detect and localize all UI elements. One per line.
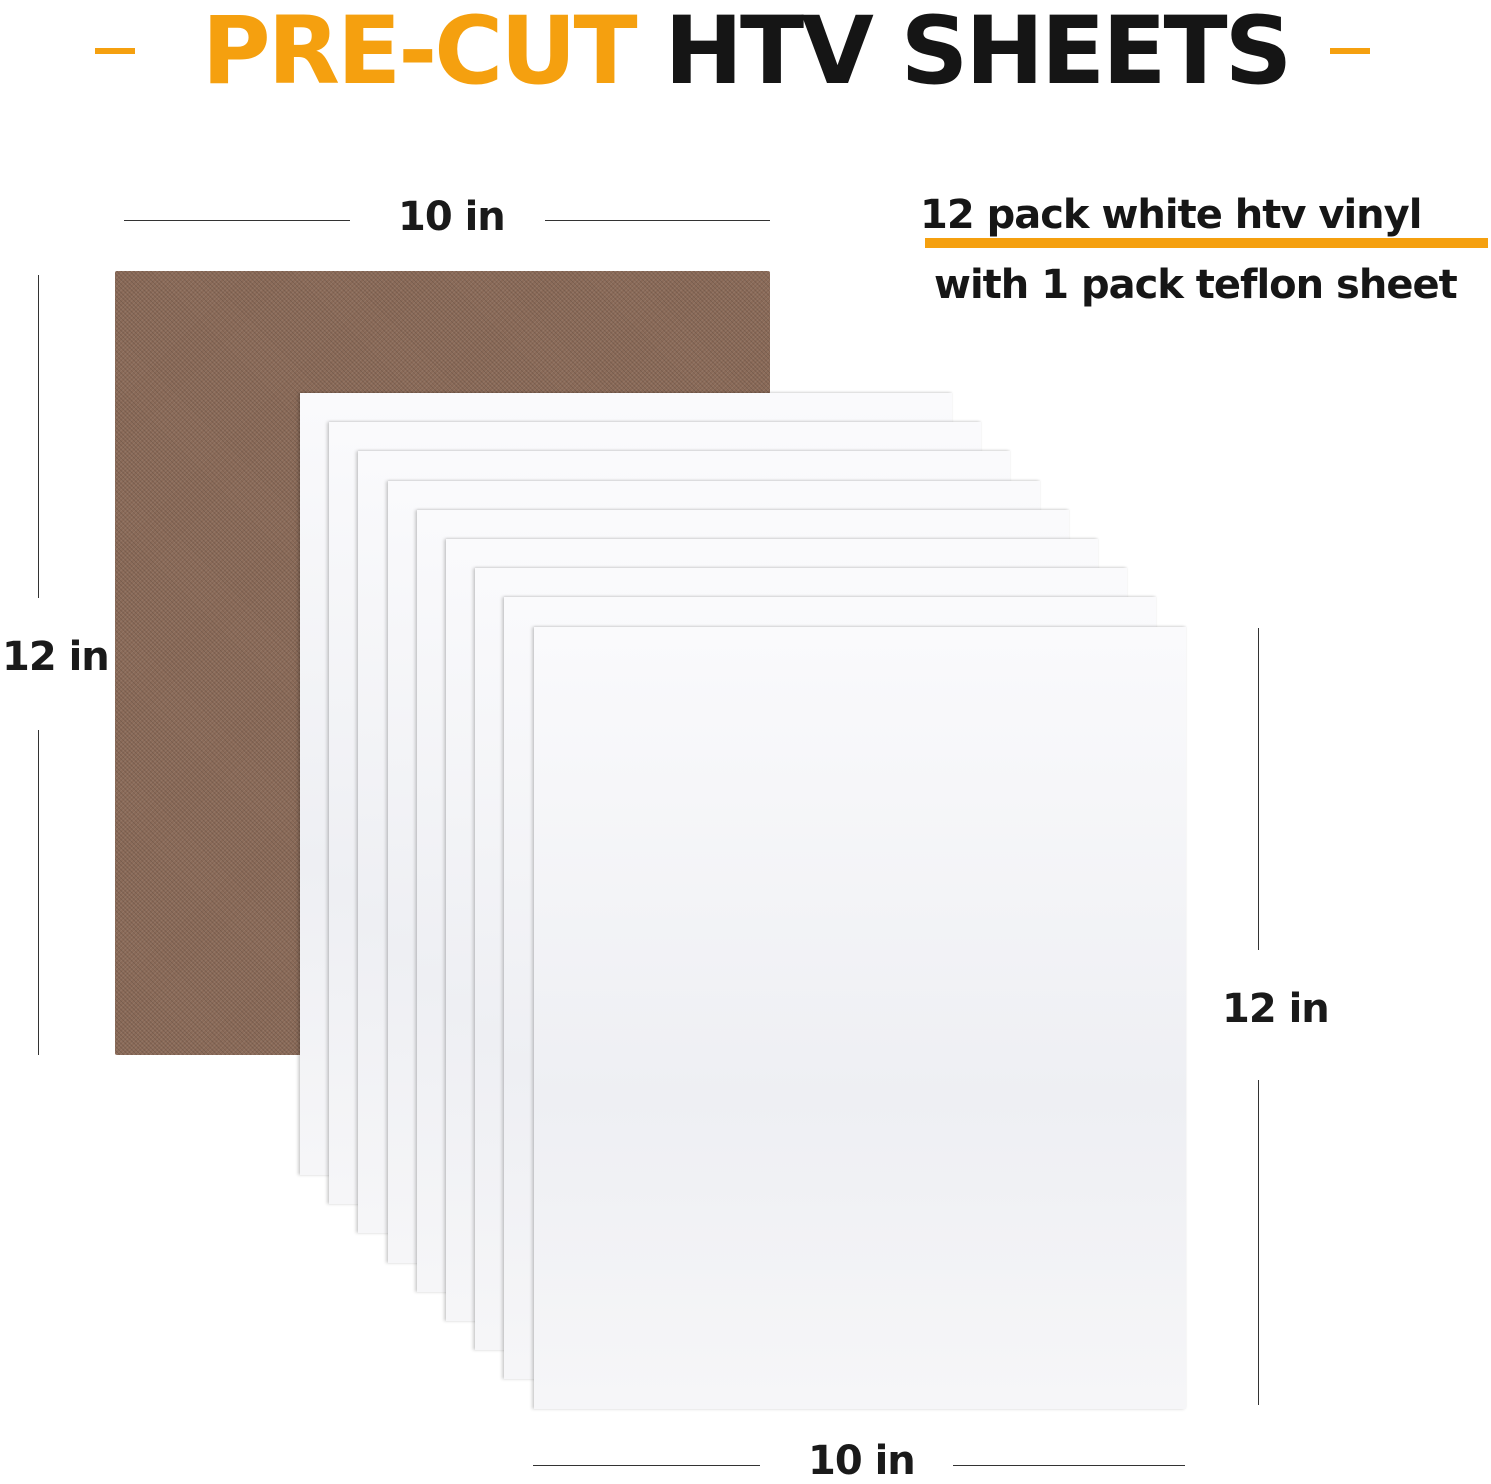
dimension-line — [1258, 628, 1259, 950]
title-highlight: PRE-CUT — [201, 0, 638, 106]
dimension-line — [38, 275, 39, 598]
bottom-width-label: 10 in — [808, 1438, 916, 1484]
dimension-line — [533, 1465, 760, 1466]
dimension-line — [545, 220, 770, 221]
dimension-line — [124, 220, 350, 221]
right-height-label: 12 in — [1222, 986, 1330, 1032]
dimension-line — [1258, 1080, 1259, 1405]
dimension-line — [38, 730, 39, 1055]
top-width-label: 10 in — [398, 194, 506, 240]
note-line-1: 12 pack white htv vinyl — [920, 192, 1422, 238]
dimension-line — [953, 1465, 1185, 1466]
title-dash-right — [1330, 48, 1370, 54]
left-height-label: 12 in — [2, 634, 110, 680]
title-rest: HTV SHEETS — [664, 0, 1292, 106]
title-dash-left — [95, 48, 135, 54]
page-title: PRE-CUT HTV SHEETS — [0, 0, 1491, 112]
note-underline — [925, 238, 1488, 248]
note-line-2: with 1 pack teflon sheet — [934, 262, 1458, 308]
white-htv-sheet — [533, 626, 1186, 1409]
